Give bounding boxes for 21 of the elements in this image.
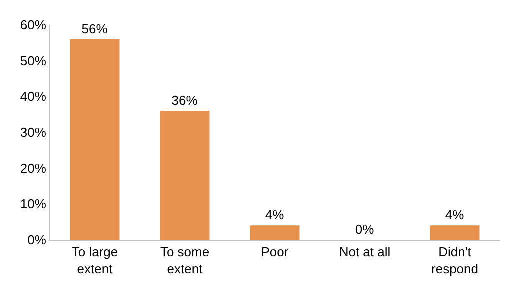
x-tick-label: Didn't respond [432, 244, 478, 276]
x-tick-label: Poor [261, 244, 290, 260]
y-tick-label: 20% [20, 160, 47, 176]
y-tick-label: 60% [20, 18, 47, 33]
data-label: 4% [265, 208, 285, 223]
y-tick-label: 40% [20, 89, 47, 104]
data-label: 4% [445, 208, 465, 223]
data-label: 0% [355, 222, 375, 237]
bar [250, 226, 300, 240]
x-tick-label: Not at all [339, 244, 391, 260]
bar [70, 39, 120, 240]
y-tick-label: 50% [20, 53, 47, 68]
x-tick-label: To some extent [160, 244, 210, 276]
x-tick-label: To large extent [72, 244, 118, 276]
data-label: 36% [172, 93, 198, 108]
data-label: 56% [82, 21, 108, 36]
y-tick-label: 30% [20, 125, 47, 140]
bar [160, 111, 210, 240]
bar [430, 226, 480, 240]
y-tick-label: 0% [28, 232, 47, 248]
y-tick-label: 10% [20, 196, 47, 212]
